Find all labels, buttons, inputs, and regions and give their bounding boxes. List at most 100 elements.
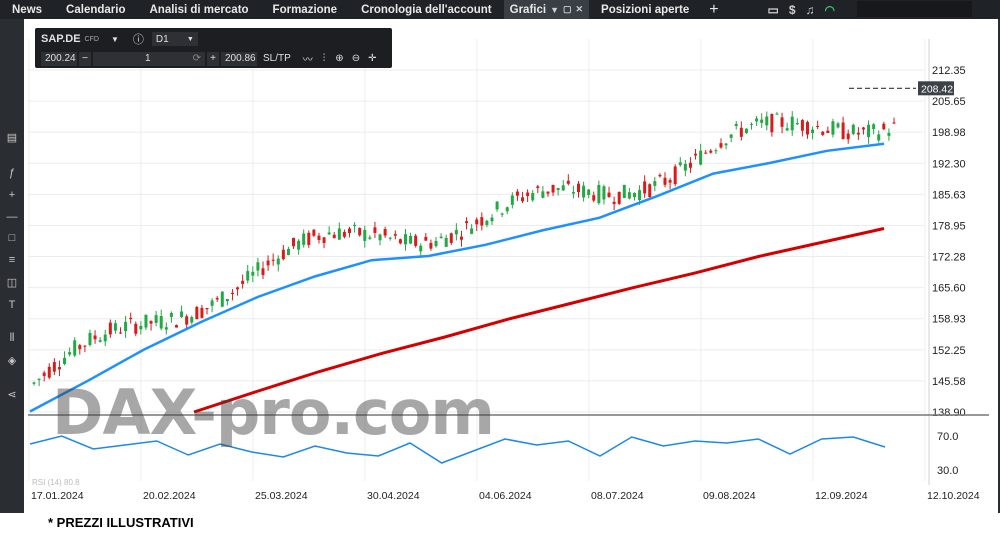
tab-grafici[interactable]: Grafici ▼ ▢ ✕ (503, 0, 590, 19)
candle-body (816, 125, 820, 127)
zoom-out-icon[interactable]: ⊖ (351, 53, 361, 64)
candle-body (154, 315, 158, 323)
account-field[interactable] (857, 1, 972, 17)
candle-body (760, 119, 764, 123)
crosshair-icon[interactable]: + (8, 189, 16, 201)
candle-body (582, 185, 586, 198)
candle-body (195, 307, 199, 320)
bid-price[interactable]: 200.24 (41, 51, 77, 66)
line-chart-icon[interactable]: 〰 (302, 55, 313, 66)
candle-body (383, 229, 387, 236)
bell-icon[interactable]: ♫ (805, 2, 815, 17)
candle-body (729, 134, 733, 138)
add-tab-button[interactable]: + (709, 0, 719, 18)
plus-button[interactable]: + (207, 51, 219, 66)
candle-body (205, 307, 209, 310)
candle-body (327, 232, 331, 235)
candle-body (276, 258, 280, 265)
tab-posizioni[interactable]: Posizioni aperte (601, 3, 690, 16)
candle-body (220, 291, 224, 307)
timeframe-select[interactable]: D1 ▼ (151, 32, 198, 46)
candle-body (210, 300, 214, 306)
candle-body (846, 133, 850, 140)
close-icon[interactable]: ✕ (575, 4, 584, 14)
crosshair-icon[interactable]: ✛ (368, 53, 377, 64)
symbol-label[interactable]: SAP.DE (41, 33, 81, 45)
candle-body (337, 228, 341, 240)
candle-body (638, 190, 642, 201)
text-tool-icon[interactable]: T (8, 299, 16, 311)
candle-body (230, 292, 234, 295)
candle-body (571, 191, 575, 194)
layout-icon[interactable]: ▭ (767, 2, 779, 17)
candle-body (393, 234, 397, 236)
fibonacci-icon[interactable]: ≡ (8, 254, 16, 266)
ask-price[interactable]: 200.86 (221, 51, 257, 66)
candle-body (612, 201, 616, 205)
shapes-icon[interactable]: ◫ (6, 277, 18, 289)
candle-body (587, 189, 591, 195)
price-tick-label: 205.65 (932, 96, 966, 108)
rectangle-tool-icon[interactable]: □ (8, 232, 16, 244)
candle-body (790, 116, 794, 131)
candle-body (500, 213, 504, 215)
candle-body (877, 134, 881, 141)
price-tick-label: 178.95 (932, 220, 966, 232)
sma-slow-line (193, 227, 885, 414)
candle-body (200, 307, 204, 318)
candles-icon[interactable]: ⫶ (322, 53, 326, 64)
candle-body (164, 327, 168, 330)
tab-formazione[interactable]: Formazione (272, 3, 338, 16)
chevron-down-icon[interactable]: ▼ (110, 34, 119, 44)
line-tool-icon[interactable]: — (6, 211, 18, 223)
candle-body (872, 124, 876, 130)
candle-body (826, 130, 830, 134)
candle-body (83, 345, 87, 347)
tab-calendario[interactable]: Calendario (66, 3, 126, 16)
info-icon[interactable]: ⓘ (132, 34, 144, 46)
candle-body (124, 321, 128, 332)
candle-body (561, 185, 565, 191)
price-tick-label: 145.58 (932, 376, 966, 388)
date-tick-label: 09.08.2024 (703, 490, 756, 502)
panel-icon[interactable]: ▤ (6, 132, 18, 144)
candle-body (892, 122, 896, 124)
candle-body (861, 127, 865, 130)
disclaimer: * PREZZI ILLUSTRATIVI (48, 515, 194, 530)
candle-body (683, 163, 687, 171)
zoom-in-icon[interactable]: ⊕ (335, 53, 344, 64)
popout-icon[interactable]: ▢ (562, 4, 572, 14)
candle-body (714, 150, 718, 152)
candle-body (800, 120, 804, 131)
tab-news[interactable]: News (12, 3, 43, 16)
indicators-icon[interactable]: ⫴ (9, 332, 15, 344)
function-icon[interactable]: ƒ (8, 167, 16, 179)
price-chart[interactable]: 212.35 205.65 198.98 192.30 185.63 178.95 172.… (24, 19, 1000, 513)
currency-settings-icon[interactable]: $ (788, 2, 796, 17)
minus-button[interactable]: − (79, 51, 91, 66)
candle-body (409, 235, 413, 244)
watermark: DAX-pro.com (52, 376, 495, 449)
quantity-input[interactable]: 1 ⟳ (93, 51, 205, 66)
candle-body (668, 180, 672, 183)
sltp-button[interactable]: SL/TP (263, 53, 291, 64)
instrument-toolbar: SAP.DE CFD ▼ ⓘ D1 ▼ 200.24 − 1 ⟳ + 200.8… (35, 28, 392, 68)
drawing-toolbar: ▤ ƒ + — □ ≡ ◫ T ⫴ ◈ ⋖ (0, 19, 24, 513)
candle-body (144, 314, 148, 328)
share-icon[interactable]: ⋖ (7, 389, 17, 401)
chevron-down-icon[interactable]: ▼ (550, 4, 559, 15)
candle-body (566, 180, 570, 184)
layers-icon[interactable]: ◈ (7, 355, 17, 367)
candle-body (459, 236, 463, 240)
candle-body (342, 232, 346, 237)
candle-body (119, 332, 123, 334)
price-tick-label: 152.25 (932, 345, 966, 357)
candle-body (57, 367, 61, 370)
candle-body (526, 192, 530, 196)
refresh-icon[interactable]: ⟳ (192, 53, 201, 64)
candle-body (709, 150, 713, 153)
candle-body (134, 323, 138, 334)
candle-body (73, 340, 77, 356)
tab-analisi[interactable]: Analisi di mercato (149, 3, 249, 16)
tab-cronologia[interactable]: Cronologia dell'account (361, 3, 492, 16)
